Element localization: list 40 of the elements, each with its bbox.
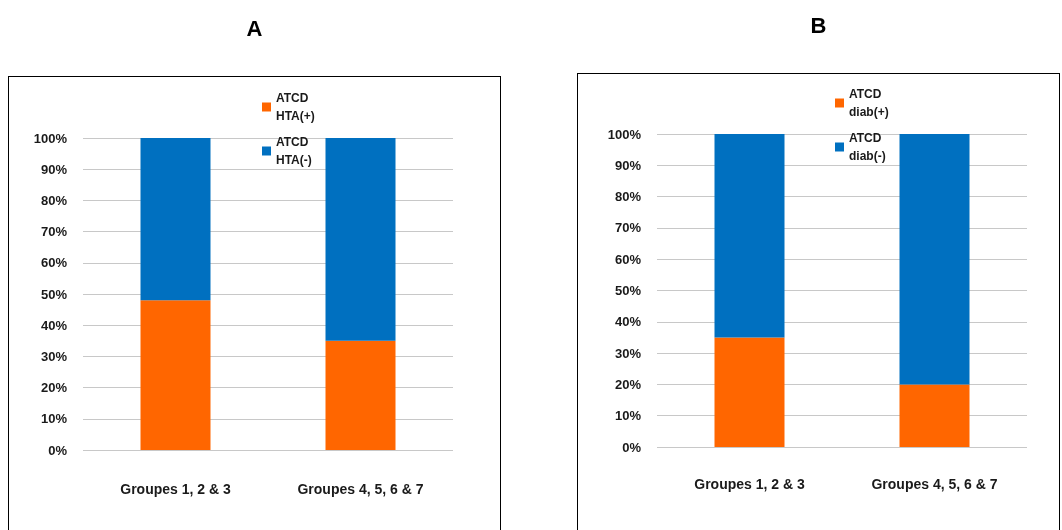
y-tick-label: 20% <box>40 380 68 396</box>
y-tick-label: 70% <box>614 220 642 236</box>
bar <box>140 300 211 450</box>
bar <box>325 340 396 450</box>
y-tick-label: 40% <box>614 314 642 330</box>
legend-label: ATCD diab(+) <box>849 87 889 119</box>
y-tick-label: 0% <box>622 439 642 455</box>
y-tick-label: 60% <box>614 251 642 267</box>
y-tick-label: 30% <box>614 345 642 361</box>
y-tick-label: 70% <box>40 224 68 240</box>
y-tick-label: 30% <box>40 348 68 364</box>
y-tick-label: 0% <box>48 442 68 458</box>
y-tick-label: 60% <box>40 255 68 271</box>
chart-title: B <box>810 12 827 38</box>
y-tick-label: 100% <box>607 126 642 142</box>
y-tick-label: 10% <box>614 408 642 424</box>
legend-label: ATCD diab(-) <box>849 131 886 163</box>
y-tick-label: 40% <box>40 317 68 333</box>
bar <box>714 337 785 447</box>
bar <box>899 134 970 385</box>
bar <box>140 138 211 301</box>
bar <box>899 384 970 447</box>
x-tick-label: Groupes 1, 2 & 3 <box>120 481 231 497</box>
y-tick-label: 80% <box>614 189 642 205</box>
y-tick-label: 80% <box>40 192 68 208</box>
y-tick-label: 20% <box>614 376 642 392</box>
y-tick-label: 90% <box>40 161 68 177</box>
bar <box>325 138 396 341</box>
y-tick-label: 50% <box>614 283 642 298</box>
y-tick-label: 100% <box>33 130 68 146</box>
x-tick-label: Groupes 1, 2 & 3 <box>694 476 805 492</box>
legend-label: ATCD HTA(+) <box>276 91 315 123</box>
x-tick-label: Groupes 4, 5, 6 & 7 <box>297 481 424 497</box>
bar <box>714 134 785 338</box>
x-tick-label: Groupes 4, 5, 6 & 7 <box>871 476 998 492</box>
y-tick-label: 50% <box>40 286 68 302</box>
y-tick-label: 90% <box>614 157 642 173</box>
y-tick-label: 10% <box>40 411 68 427</box>
chart-title: A <box>246 15 263 41</box>
legend-label: ATCD HTA(-) <box>276 135 312 167</box>
